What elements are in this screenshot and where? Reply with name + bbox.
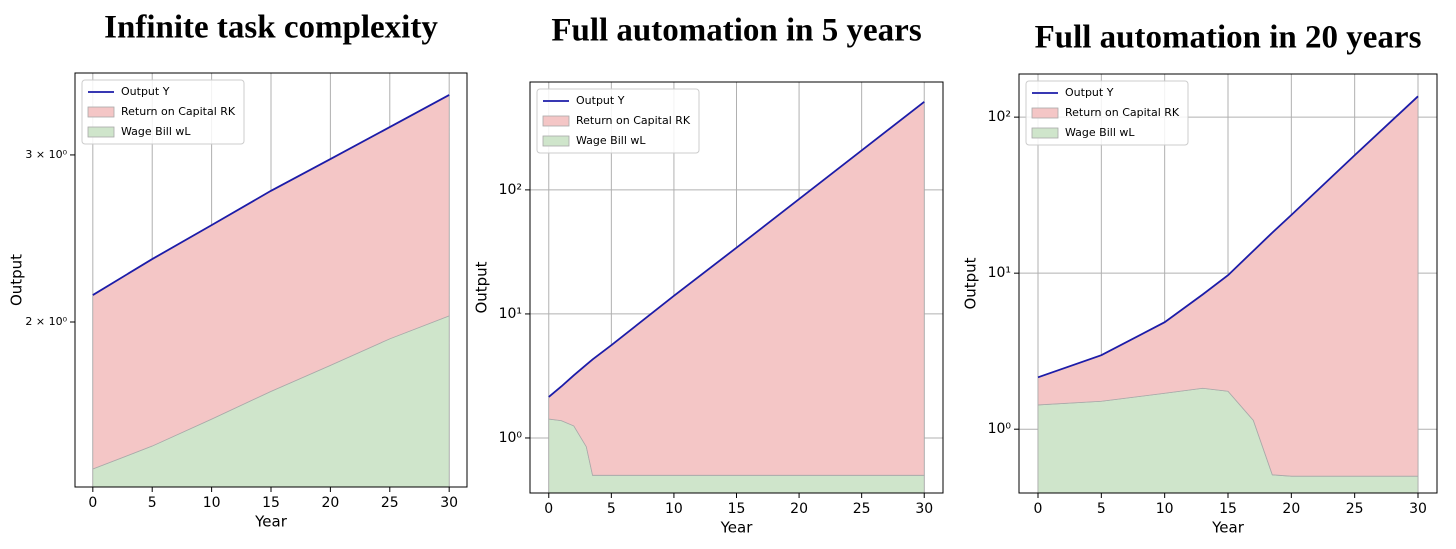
line: [92, 94, 450, 296]
x-tick-label: 15: [262, 495, 280, 511]
legend-label: Output Y: [1065, 86, 1114, 99]
legend-label: Wage Bill wL: [1065, 126, 1135, 139]
legend-label: Return on Capital RK: [576, 114, 691, 127]
legend-swatch: [542, 135, 570, 147]
chart-title: Infinite task complexity: [104, 10, 438, 46]
x-axis-label: Year: [1211, 519, 1245, 537]
legend-label: Output Y: [576, 94, 625, 107]
legend-label: Return on Capital RK: [1065, 106, 1180, 119]
legend-swatch: [1031, 127, 1059, 139]
legend-swatch: [542, 115, 570, 127]
x-tick-label: 15: [1219, 501, 1237, 517]
chart: Infinite task complexity 0 5 10 15 20 25 30 2 × …: [8, 10, 468, 531]
y-tick-label: 10⁰: [499, 430, 523, 446]
x-tick-label: 0: [544, 501, 553, 517]
line: [548, 101, 925, 398]
legend-label: Output Y: [121, 85, 170, 98]
x-tick-label: 10: [1156, 501, 1174, 517]
legend-label: Wage Bill wL: [576, 134, 646, 147]
x-tick-label: 10: [203, 495, 221, 511]
x-tick-label: 25: [381, 495, 399, 511]
chart-title: Full automation in 20 years: [1035, 20, 1422, 56]
y-axis-label: Output: [962, 257, 980, 309]
y-axis-label: Output: [473, 261, 491, 313]
legend-swatch: [1031, 107, 1059, 119]
y-tick-label: 10⁰: [988, 421, 1012, 437]
y-tick-label: 10²: [988, 109, 1011, 125]
x-tick-label: 25: [1346, 501, 1364, 517]
plot-frame: [1018, 73, 1438, 494]
x-tick-label: 20: [321, 495, 339, 511]
plot-frame: [74, 72, 468, 488]
x-tick-label: 30: [440, 495, 458, 511]
y-axis-label: Output: [8, 254, 26, 306]
x-tick-label: 20: [790, 501, 808, 517]
legend-box: [536, 88, 700, 154]
x-tick-label: 30: [915, 501, 933, 517]
x-tick-label: 10: [665, 501, 683, 517]
legend-label: Return on Capital RK: [121, 105, 236, 118]
chart: Full automation in 20 years 0 5 10 15 20 25 30 1…: [962, 20, 1438, 537]
y-tick-label: 10²: [499, 182, 522, 198]
x-tick-label: 0: [1034, 501, 1043, 517]
line: [1037, 95, 1419, 379]
legend-box: [1025, 80, 1189, 146]
chart: Full automation in 5 years 0 5 10 15 20 25 30 10…: [473, 13, 944, 537]
y-tick-label: 3 × 10⁰: [25, 148, 67, 161]
y-tick-label: 2 × 10⁰: [25, 315, 67, 328]
x-tick-label: 5: [607, 501, 616, 517]
x-tick-label: 30: [1409, 501, 1427, 517]
x-tick-label: 0: [88, 495, 97, 511]
x-tick-label: 25: [853, 501, 871, 517]
x-tick-label: 5: [148, 495, 157, 511]
chart-title: Full automation in 5 years: [551, 13, 922, 49]
plot-frame: [529, 81, 944, 494]
y-tick-label: 10¹: [499, 306, 522, 322]
legend-box: [81, 79, 245, 145]
x-axis-label: Year: [720, 519, 754, 537]
legend-label: Wage Bill wL: [121, 125, 191, 138]
x-tick-label: 15: [728, 501, 746, 517]
legend-swatch: [87, 106, 115, 118]
legend-swatch: [87, 126, 115, 138]
x-tick-label: 20: [1282, 501, 1300, 517]
x-axis-label: Year: [254, 513, 288, 531]
x-tick-label: 5: [1097, 501, 1106, 517]
y-tick-label: 10¹: [988, 265, 1011, 281]
